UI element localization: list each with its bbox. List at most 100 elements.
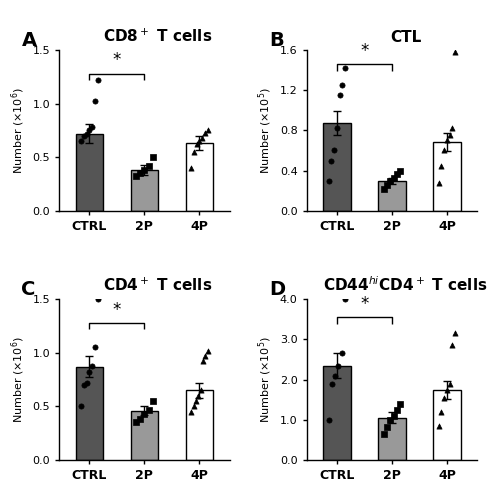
Point — [149, 397, 156, 405]
Point — [204, 346, 212, 354]
Point — [390, 412, 398, 420]
Point — [93, 295, 101, 303]
Point — [198, 134, 206, 142]
Text: *: * — [360, 296, 369, 314]
Point — [383, 180, 391, 188]
Bar — [378, 180, 406, 211]
Point — [140, 166, 148, 174]
Point — [393, 170, 401, 177]
Point — [341, 295, 349, 303]
Y-axis label: Number (×10$^5$): Number (×10$^5$) — [257, 336, 274, 423]
Point — [386, 176, 394, 184]
Point — [187, 164, 195, 172]
Point — [91, 98, 99, 106]
Point — [195, 137, 203, 145]
Point — [396, 166, 404, 174]
Point — [437, 408, 445, 416]
Point — [149, 153, 156, 161]
Point — [443, 386, 451, 394]
Point — [437, 162, 445, 170]
Point — [145, 406, 153, 413]
Point — [440, 146, 448, 154]
Text: A: A — [22, 30, 36, 50]
Point — [380, 184, 388, 192]
Bar — [185, 144, 213, 211]
Title: CD8$^+$ T cells: CD8$^+$ T cells — [103, 28, 213, 44]
Point — [88, 362, 96, 370]
Point — [443, 136, 451, 144]
Point — [197, 386, 205, 394]
Point — [333, 124, 341, 132]
Title: CD44$^{hi}$CD4$^+$ T cells: CD44$^{hi}$CD4$^+$ T cells — [323, 275, 488, 294]
Point — [435, 422, 443, 430]
Point — [190, 148, 198, 156]
Point — [396, 400, 404, 407]
Text: *: * — [113, 52, 121, 70]
Point — [331, 372, 339, 380]
Point — [336, 91, 343, 99]
Point — [328, 380, 336, 388]
Bar — [130, 170, 158, 211]
Point — [201, 128, 209, 136]
Y-axis label: Number (×10$^6$): Number (×10$^6$) — [9, 87, 27, 174]
Point — [80, 381, 88, 389]
Bar — [433, 142, 461, 211]
Bar — [185, 390, 213, 460]
Point — [341, 64, 349, 72]
Point — [390, 174, 398, 182]
Point — [194, 392, 202, 400]
Point — [201, 352, 209, 360]
Y-axis label: Number (×10$^5$): Number (×10$^5$) — [257, 87, 274, 174]
Point — [187, 408, 195, 416]
Point — [136, 416, 144, 424]
Point — [204, 126, 212, 134]
Point — [86, 126, 93, 134]
Point — [327, 156, 335, 164]
Point — [325, 176, 333, 184]
Point — [83, 130, 91, 138]
Point — [189, 402, 197, 410]
Point — [192, 397, 200, 405]
Point — [83, 379, 91, 387]
Point — [380, 430, 388, 438]
Text: *: * — [360, 42, 369, 60]
Point — [449, 124, 457, 132]
Point — [199, 358, 207, 366]
Point — [88, 123, 96, 131]
Bar — [76, 366, 103, 460]
Point — [86, 368, 93, 376]
Point — [393, 406, 401, 414]
Point — [77, 137, 85, 145]
Point — [435, 178, 443, 186]
Bar — [130, 410, 158, 460]
Text: C: C — [22, 280, 36, 299]
Point — [330, 146, 338, 154]
Point — [145, 162, 153, 170]
Point — [440, 394, 448, 402]
Text: D: D — [269, 280, 285, 299]
Point — [383, 423, 391, 431]
Point — [451, 48, 459, 56]
Point — [449, 342, 457, 349]
Point — [446, 132, 454, 140]
Point — [193, 140, 201, 148]
Y-axis label: Number (×10$^6$): Number (×10$^6$) — [9, 336, 27, 423]
Point — [335, 362, 342, 370]
Text: B: B — [269, 30, 284, 50]
Bar — [323, 366, 351, 460]
Bar — [378, 418, 406, 460]
Point — [338, 350, 346, 358]
Point — [136, 170, 144, 177]
Title: CD4$^+$ T cells: CD4$^+$ T cells — [103, 276, 213, 294]
Bar — [76, 134, 103, 211]
Text: *: * — [113, 300, 121, 318]
Point — [446, 380, 454, 388]
Point — [132, 172, 140, 180]
Point — [325, 416, 333, 424]
Point — [386, 416, 394, 424]
Title: CTL: CTL — [390, 30, 421, 44]
Point — [338, 81, 346, 89]
Point — [132, 418, 140, 426]
Point — [451, 330, 459, 338]
Bar — [323, 124, 351, 211]
